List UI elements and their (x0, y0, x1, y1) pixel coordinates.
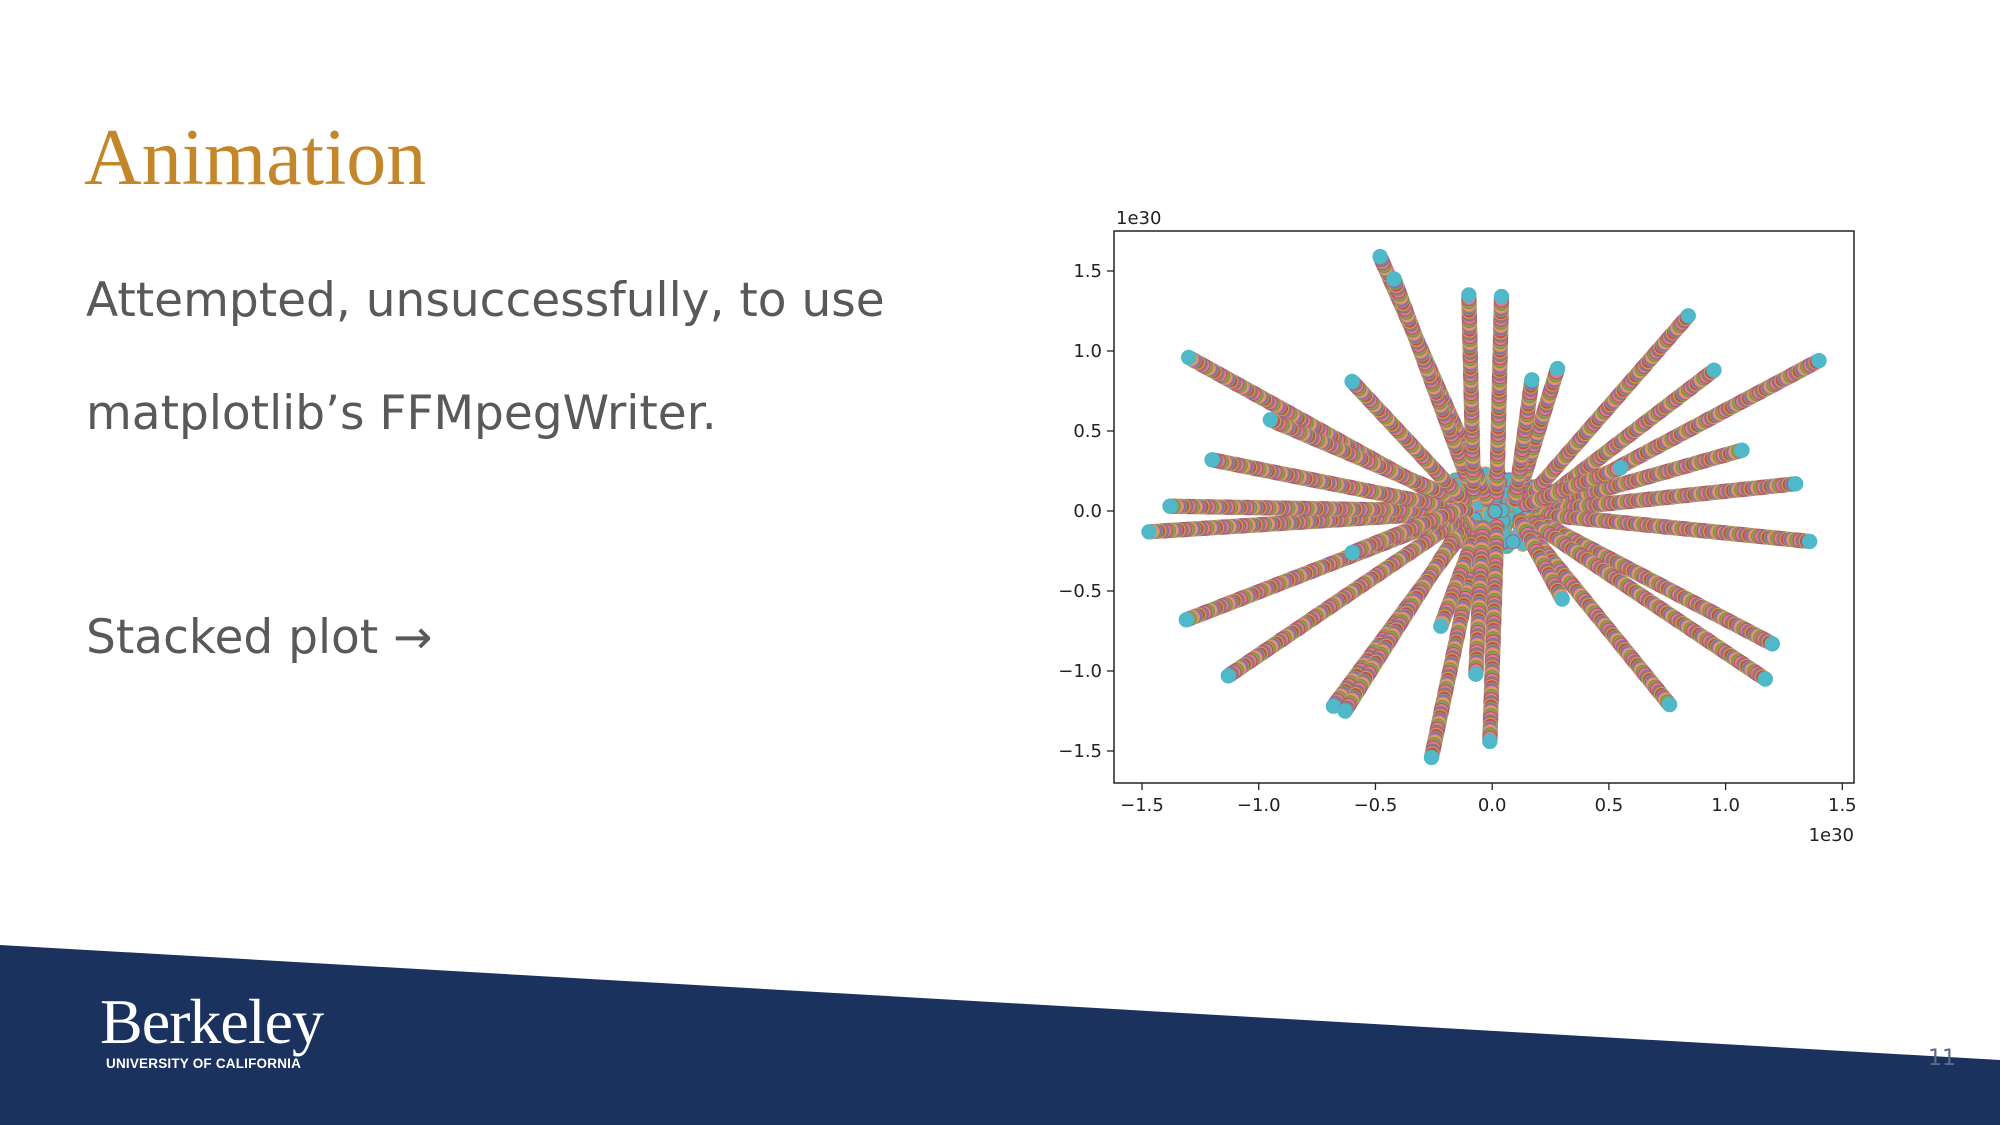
y-tick-label: −1.0 (1058, 661, 1102, 682)
y-axis-ticks: −1.5 −1.0 −0.5 0.0 0.5 1.0 1.5 (1058, 261, 1114, 762)
scatter-point (1524, 372, 1540, 388)
scatter-point (1734, 442, 1750, 458)
scatter-point (1661, 696, 1678, 713)
y-tick-label: 0.0 (1073, 501, 1102, 522)
x-axis-ticks: −1.5 −1.0 −0.5 0.0 0.5 1.0 1.5 (1120, 783, 1857, 816)
scatter-point (1468, 666, 1484, 682)
scatter-point (1505, 534, 1521, 550)
scatter-point (1181, 349, 1197, 366)
slide-title: Animation (84, 114, 427, 202)
scatter-point (1764, 636, 1780, 652)
x-tick-label: −1.0 (1237, 795, 1281, 816)
y-tick-label: −1.5 (1058, 741, 1102, 762)
scatter-point (1493, 288, 1510, 305)
scatter-point (1487, 503, 1503, 520)
scatter-point (1554, 591, 1570, 607)
scatter-point (1612, 460, 1629, 476)
x-tick-label: 1.0 (1711, 795, 1740, 816)
scatter-point (1204, 452, 1220, 468)
scatter-point (1344, 544, 1360, 561)
scatter-point (1706, 362, 1722, 378)
y-tick-label: 0.5 (1073, 421, 1102, 442)
y-tick-label: 1.5 (1073, 261, 1102, 282)
x-tick-label: 0.5 (1595, 795, 1624, 816)
page-number: 11 (1928, 1046, 1956, 1071)
scatter-point (1423, 749, 1440, 766)
scatter-point (1433, 618, 1449, 634)
scatter-point (1372, 248, 1388, 265)
scatter-point (1811, 352, 1827, 369)
scatter-point (1386, 271, 1402, 287)
y-tick-label: −0.5 (1058, 581, 1102, 602)
logo-subtitle: UNIVERSITY OF CALIFORNIA (106, 1056, 302, 1071)
scatter-point (1162, 498, 1178, 514)
scatter-point (1787, 476, 1804, 492)
points-layer (1141, 248, 1827, 766)
scatter-point (1801, 533, 1818, 550)
x-tick-label: −1.5 (1120, 795, 1164, 816)
scatter-point (1482, 733, 1498, 750)
berkeley-logo: Berkeley UNIVERSITY OF CALIFORNIA (100, 986, 324, 1072)
body-text-line-1: Attempted, unsuccessfully, to use (86, 273, 885, 328)
scatter-chart: −1.5 −1.0 −0.5 0.0 0.5 1.0 1.5 −1.5 −1.0 −0.5 0.0… (1030, 200, 1890, 860)
y-offset-label: 1e30 (1116, 208, 1161, 229)
body-text-line-2: matplotlib’s FFMpegWriter. (86, 386, 717, 441)
scatter-point (1757, 671, 1773, 687)
x-offset-label: 1e30 (1809, 825, 1854, 846)
y-tick-label: 1.0 (1073, 341, 1102, 362)
scatter-point (1549, 360, 1566, 377)
scatter-chart-svg: −1.5 −1.0 −0.5 0.0 0.5 1.0 1.5 −1.5 −1.0 −0.5 0.0… (1058, 208, 1857, 846)
scatter-point (1337, 703, 1353, 719)
scatter-point (1461, 287, 1477, 303)
scatter-point (1141, 524, 1157, 540)
scatter-point (1680, 308, 1696, 324)
x-tick-label: 0.0 (1478, 795, 1507, 816)
scatter-point (1262, 412, 1279, 428)
x-tick-label: 1.5 (1828, 795, 1857, 816)
scatter-point (1178, 612, 1195, 628)
logo-wordmark: Berkeley (100, 986, 324, 1057)
x-tick-label: −0.5 (1354, 795, 1398, 816)
scatter-point (1220, 668, 1237, 684)
scatter-point (1344, 373, 1360, 390)
stacked-plot-caption: Stacked plot → (86, 610, 433, 665)
